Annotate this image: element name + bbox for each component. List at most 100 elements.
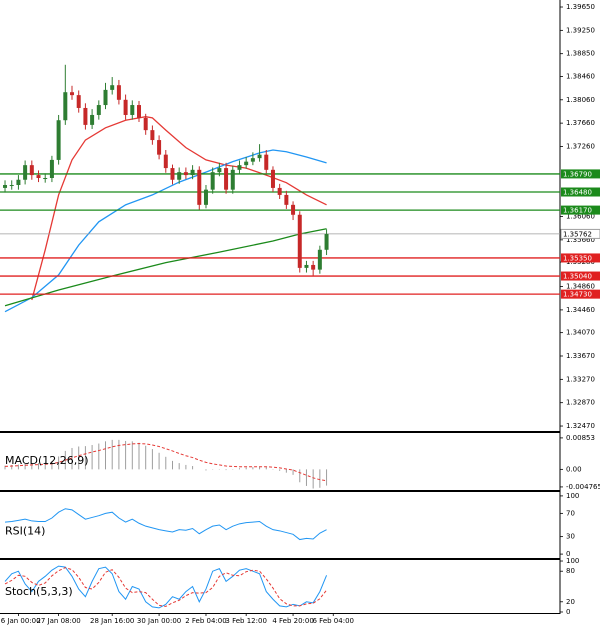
level-label: 1.36170 [563, 207, 592, 215]
level-label-box [561, 205, 600, 215]
candle-body [16, 179, 21, 186]
x-tick-label: 6 Feb 04:00 [313, 617, 354, 625]
y-tick-label: 0.00853 [566, 434, 595, 442]
y-tick-label: 0 [566, 608, 570, 616]
candle-body [304, 264, 309, 268]
x-tick-label: 4 Feb 20:00 [272, 617, 313, 625]
candle-body [76, 95, 81, 108]
y-tick-label: 1.32870 [566, 399, 595, 407]
candle-body [217, 168, 222, 173]
x-tick-label: 2 Feb 04:00 [185, 617, 226, 625]
y-tick-label: 1.34860 [566, 283, 595, 291]
candle-body [311, 264, 316, 270]
candle-body [83, 107, 88, 125]
candle-body [143, 117, 148, 131]
y-tick-label: 30 [566, 533, 575, 541]
candle-body [210, 172, 215, 190]
candle-body [244, 161, 249, 166]
candle-body [23, 165, 28, 180]
indicator-title: MACD(12,26,9) [5, 454, 89, 467]
level-label: 1.35040 [563, 273, 592, 281]
indicator-line [4, 567, 327, 607]
candle-body [29, 165, 34, 176]
y-tick-label: 1.37660 [566, 119, 595, 127]
y-tick-label: 70 [566, 509, 575, 517]
y-tick-label: 100 [566, 492, 579, 500]
candle-body [123, 99, 128, 115]
candle-body [297, 214, 302, 268]
candle-body [317, 249, 322, 270]
y-tick-label: 1.39650 [566, 3, 595, 11]
level-label: 1.36790 [563, 170, 592, 178]
x-tick-label: 26 Jan 00:00 [0, 617, 41, 625]
y-tick-label: -0.004765 [566, 483, 600, 491]
x-tick-label: 28 Jan 16:00 [90, 617, 134, 625]
indicator-title: Stoch(5,3,3) [5, 585, 73, 598]
y-tick-label: 1.34070 [566, 329, 595, 337]
level-label-box [561, 169, 600, 179]
y-tick-label: 1.32470 [566, 422, 595, 430]
candle-body [130, 105, 135, 115]
candle-body [203, 189, 208, 205]
candle-body [284, 194, 289, 205]
candle-body [90, 114, 95, 125]
y-tick-label: 0.00 [566, 465, 582, 473]
level-label-box [561, 289, 600, 299]
y-tick-label: 1.36060 [566, 213, 595, 221]
y-tick-label: 20 [566, 598, 575, 606]
y-tick-label: 1.39250 [566, 26, 595, 34]
candle-body [270, 169, 275, 188]
candle-body [36, 175, 41, 178]
level-label: 1.36480 [563, 189, 592, 197]
x-tick-label: 27 Jan 08:00 [36, 617, 80, 625]
candle-body [103, 89, 108, 106]
indicator-line [4, 508, 327, 541]
candle-body [63, 92, 68, 121]
y-tick-label: 1.38060 [566, 96, 595, 104]
candle-body [157, 140, 162, 155]
y-tick-label: 1.33670 [566, 352, 595, 360]
y-tick-label: 1.35660 [566, 236, 595, 244]
candle-body [177, 172, 182, 180]
candle-body [183, 172, 188, 176]
y-tick-label: 100 [566, 557, 579, 565]
candle-body [56, 120, 61, 160]
candle-body [110, 85, 115, 90]
current-price-label: 1.35762 [563, 230, 592, 238]
x-tick-label: 30 Jan 00:00 [137, 617, 181, 625]
candle-body [250, 158, 255, 162]
candle-body [237, 165, 242, 170]
indicator-line [4, 565, 328, 609]
candle-body [116, 85, 121, 100]
candle-body [224, 168, 229, 190]
y-tick-label: 0 [566, 550, 570, 558]
candle-body [197, 169, 202, 205]
y-tick-label: 1.34460 [566, 306, 595, 314]
candle-body [70, 92, 75, 96]
candle-body [291, 204, 296, 215]
candle-body [49, 159, 54, 178]
y-tick-label: 1.38850 [566, 50, 595, 58]
level-label-box [561, 187, 600, 197]
y-tick-label: 80 [566, 567, 575, 575]
candle-body [277, 187, 282, 195]
candle-body [150, 130, 155, 141]
candle-body [264, 154, 269, 170]
level-label: 1.34730 [563, 291, 592, 299]
candle-body [324, 234, 329, 250]
y-tick-label: 1.38460 [566, 72, 595, 80]
y-tick-label: 1.33270 [566, 375, 595, 383]
candle-body [170, 168, 175, 180]
candle-body [163, 154, 168, 169]
indicator-title: RSI(14) [5, 524, 45, 537]
level-label-box [561, 271, 600, 281]
candle-body [257, 154, 262, 159]
candle-body [96, 105, 101, 115]
candle-body [9, 185, 14, 187]
moving-average [31, 116, 327, 301]
y-tick-label: 1.37260 [566, 142, 595, 150]
candle-body [190, 169, 195, 176]
x-tick-label: 3 Feb 12:00 [225, 617, 266, 625]
current-price-box [560, 228, 600, 239]
